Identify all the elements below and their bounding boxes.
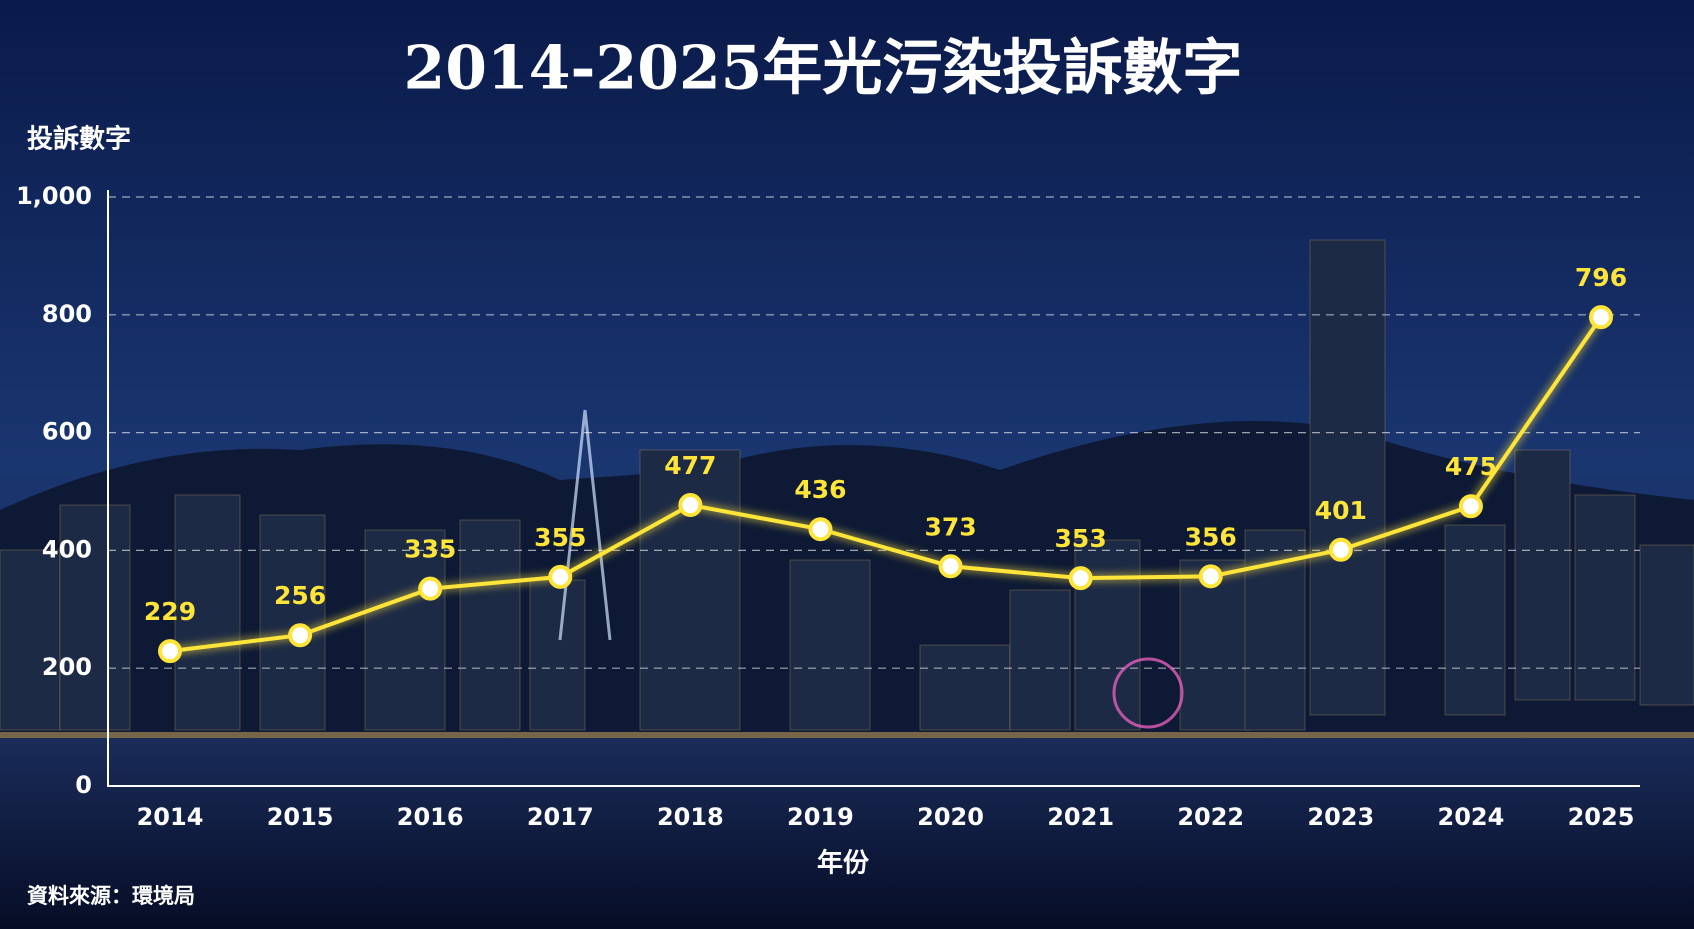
point (808, 517, 833, 542)
y-tick-label: 400 (42, 535, 92, 563)
x-tick-label: 2016 (397, 803, 464, 831)
x-tick-label: 2018 (657, 803, 724, 831)
data-label: 355 (534, 523, 586, 552)
x-tick-label: 2019 (787, 803, 854, 831)
y-tick-label: 800 (42, 300, 92, 328)
data-label: 373 (924, 512, 976, 541)
data-label: 475 (1445, 452, 1497, 481)
point (158, 639, 182, 664)
y-tick-label: 1,000 (16, 182, 92, 210)
data-label: 436 (794, 475, 846, 504)
point (1328, 537, 1353, 562)
x-tick-label: 2024 (1438, 803, 1505, 831)
point (1458, 494, 1483, 519)
point (418, 576, 443, 601)
data-label: 256 (274, 581, 326, 610)
point (548, 564, 573, 589)
x-tick-label: 2020 (917, 803, 984, 831)
point (1589, 305, 1613, 330)
source: 資料來源：環境局 (27, 884, 195, 908)
x-tick-label: 2025 (1568, 803, 1635, 831)
point (678, 493, 703, 518)
line (169, 316, 1603, 654)
point (938, 554, 963, 579)
data-label: 229 (144, 597, 196, 626)
data-label: 356 (1185, 522, 1237, 551)
y-tick-label: 200 (42, 653, 92, 681)
x-tick-label: 2022 (1177, 803, 1244, 831)
data-label: 401 (1315, 496, 1367, 525)
y-tick-label: 0 (75, 771, 92, 799)
y-tick-label: 600 (42, 418, 92, 446)
point (1068, 566, 1093, 591)
x-tick-label: 2017 (527, 803, 594, 831)
chart-title: 2014-2025年光污染投訴數字 (404, 34, 1243, 104)
x-tick-label: 2014 (137, 803, 204, 831)
point (288, 623, 313, 648)
data-label: 335 (404, 535, 456, 564)
point (1198, 564, 1223, 589)
x-tick-label: 2015 (267, 803, 334, 831)
data-label: 796 (1575, 263, 1627, 292)
x-axis-label: 年份 (817, 848, 869, 879)
data-label: 353 (1055, 524, 1107, 553)
x-tick-label: 2021 (1047, 803, 1114, 831)
y-axis-label: 投訴數字 (27, 124, 131, 155)
x-tick-label: 2023 (1307, 803, 1374, 831)
data-label: 477 (664, 451, 716, 480)
